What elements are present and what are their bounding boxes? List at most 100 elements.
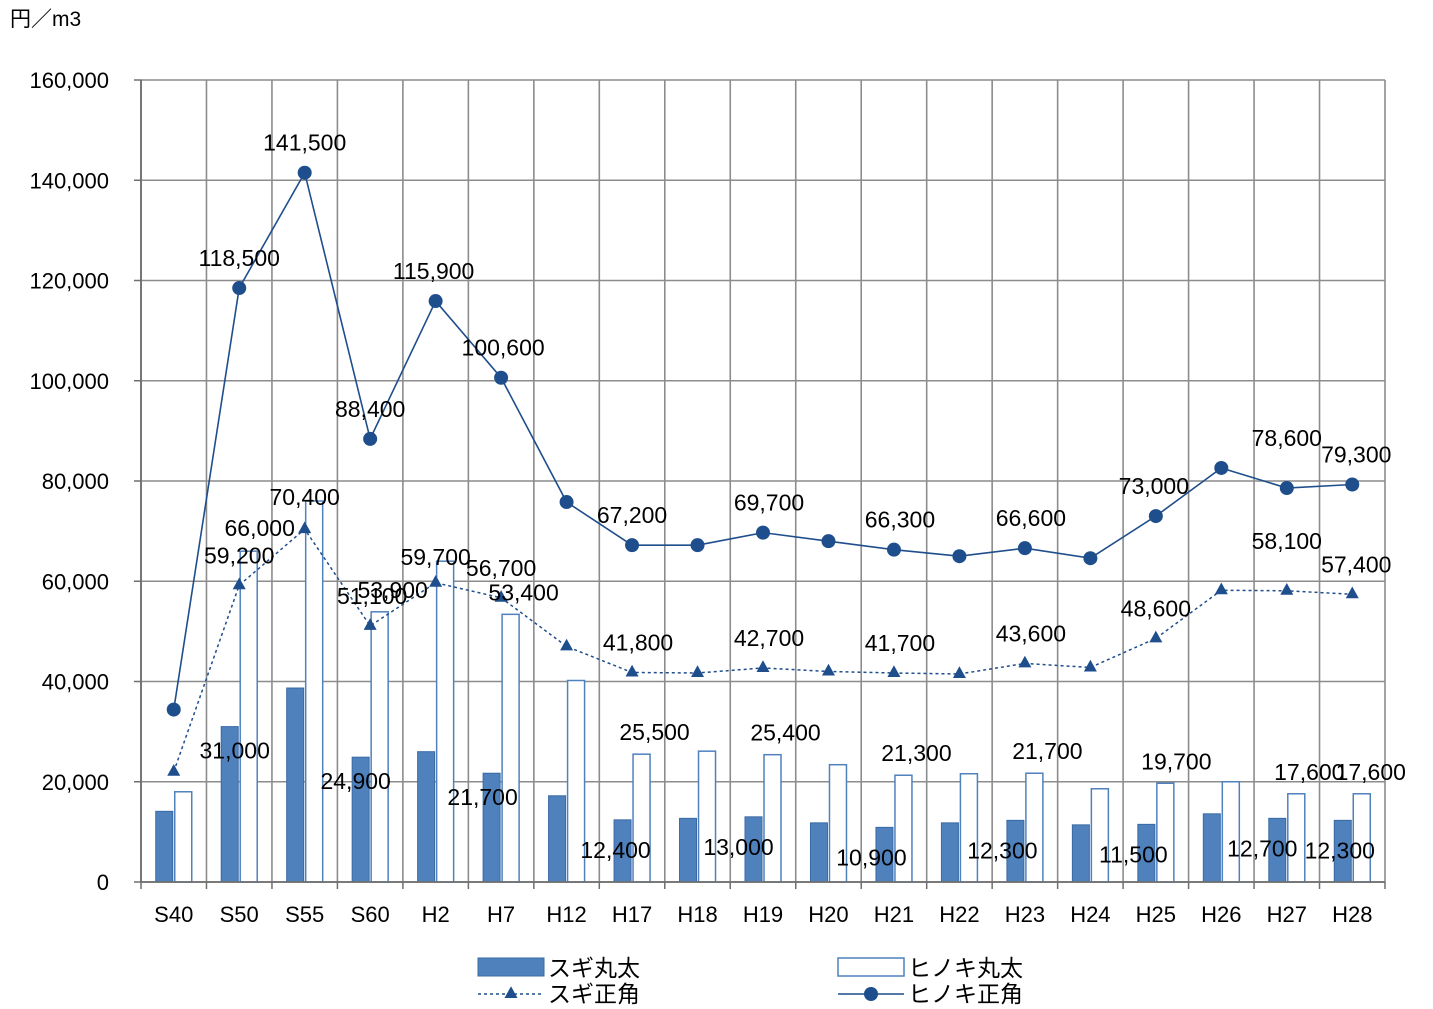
legend-label-sugi-log: スギ丸太 (548, 956, 640, 982)
data-label: 12,400 (580, 837, 650, 863)
data-labels: 31,000 24,900 21,700 12,400 13,000 10,900 12,3… (198, 130, 1405, 871)
sugi-square-marker (691, 665, 705, 677)
y-tick-label: 160,000 (29, 68, 109, 93)
sugi-square-marker (1149, 630, 1163, 643)
hinoki-square-marker (363, 431, 378, 446)
sugi-square-marker (363, 618, 377, 630)
hinoki-square-marker (952, 549, 967, 564)
sugi-square-marker (821, 663, 835, 676)
x-tick-label: H27 (1267, 902, 1307, 927)
x-tick-label: H23 (1005, 902, 1045, 927)
x-tick-label: H19 (743, 902, 783, 927)
data-label: 88,400 (335, 396, 405, 422)
hinoki-square-marker (1083, 551, 1098, 566)
data-label: 53,900 (357, 577, 427, 603)
x-tick-label: H25 (1136, 902, 1176, 927)
x-tick-label: H2 (422, 902, 450, 927)
data-label: 59,700 (400, 544, 470, 570)
data-label: 48,600 (1121, 595, 1191, 621)
data-label: 12,700 (1227, 835, 1297, 861)
data-label: 13,000 (703, 834, 773, 860)
hinoki-log-bar (370, 611, 389, 883)
data-label: 42,700 (734, 625, 804, 651)
hinoki-square-marker (886, 542, 901, 557)
hinoki-square-marker (232, 281, 247, 296)
data-label: 53,400 (488, 579, 558, 605)
data-label: 17,600 (1336, 759, 1406, 785)
sugi-square-marker (952, 666, 966, 678)
legend-label-sugi-square: スギ正角 (548, 982, 640, 1008)
x-tick-label: H24 (1070, 902, 1110, 927)
hinoki-log-bar (763, 753, 782, 883)
data-label: 56,700 (466, 555, 536, 581)
data-label: 141,500 (263, 130, 346, 156)
x-tick-label: H28 (1332, 902, 1372, 927)
y-tick-label: 20,000 (42, 770, 109, 795)
hinoki-square-marker (690, 538, 705, 553)
sugi-log-bar (548, 795, 567, 883)
sugi-square-marker (232, 577, 246, 590)
hinoki-square-marker (166, 702, 181, 717)
data-label: 11,500 (1099, 841, 1168, 867)
data-label: 57,400 (1321, 551, 1391, 577)
data-label: 58,100 (1252, 528, 1322, 554)
x-tick-label: S40 (154, 902, 193, 927)
data-label: 118,500 (198, 245, 279, 271)
data-label: 41,800 (603, 629, 673, 655)
data-label: 78,600 (1252, 425, 1322, 451)
sugi-square-marker (1280, 583, 1294, 595)
sugi-square-marker (1018, 655, 1032, 668)
legend-marker-sugi-square (504, 986, 518, 998)
hinoki-square-marker (559, 495, 574, 510)
sugi-square-marker (1345, 586, 1359, 599)
hinoki-log-bar (697, 750, 717, 883)
hinoki-log-bar (435, 560, 455, 883)
sugi-log-bar (1071, 824, 1090, 883)
sugi-log-bar (809, 822, 828, 883)
hinoki-log-bar (1025, 772, 1044, 883)
sugi-log-bar (155, 810, 174, 883)
x-tick-label: H20 (808, 902, 848, 927)
data-label: 21,300 (881, 740, 951, 766)
data-label: 17,600 (1274, 759, 1344, 785)
x-tick-label: H21 (874, 902, 914, 927)
y-tick-label: 60,000 (42, 569, 109, 594)
hinoki-log-bar (1090, 788, 1110, 883)
data-label: 31,000 (200, 738, 270, 764)
x-tick-label: S60 (351, 902, 390, 927)
hinoki-square-marker (1148, 509, 1163, 524)
sugi-log-bar (417, 751, 436, 883)
hinoki-square-marker (428, 294, 443, 309)
y-tick-label: 0 (97, 870, 109, 895)
data-label: 21,700 (447, 784, 517, 810)
sugi-square-marker (1214, 582, 1228, 595)
data-label: 67,200 (597, 502, 667, 528)
data-label: 24,900 (320, 768, 390, 794)
sugi-square-marker (756, 660, 770, 672)
x-tick-label: H26 (1201, 902, 1241, 927)
x-tick-label: S55 (285, 902, 324, 927)
data-label: 115,900 (393, 258, 474, 284)
hinoki-log-bar (501, 613, 520, 883)
data-label: 100,600 (462, 335, 545, 361)
data-label: 59,200 (204, 542, 274, 568)
x-tick-label: H17 (612, 902, 652, 927)
data-label: 25,400 (750, 720, 820, 746)
data-label: 41,700 (865, 630, 935, 656)
data-label: 19,700 (1141, 748, 1211, 774)
axes: 0 20,000 40,000 60,000 80,000 100,000 120,000 1… (29, 68, 1386, 927)
data-label: 73,000 (1119, 473, 1189, 499)
hinoki-square-marker (1345, 477, 1360, 492)
sugi-square-marker (298, 521, 312, 534)
sugi-square-marker (560, 638, 574, 651)
sugi-square-marker (625, 664, 639, 677)
hinoki-square-marker (297, 165, 312, 180)
data-label: 51,100 (337, 583, 407, 609)
legend-marker-hinoki-square (864, 987, 878, 1001)
hinoki-log-bar (1221, 781, 1241, 883)
x-tick-label: H18 (677, 902, 717, 927)
data-label: 12,300 (967, 837, 1037, 863)
y-tick-label: 140,000 (29, 168, 109, 193)
data-label: 25,500 (619, 719, 689, 745)
